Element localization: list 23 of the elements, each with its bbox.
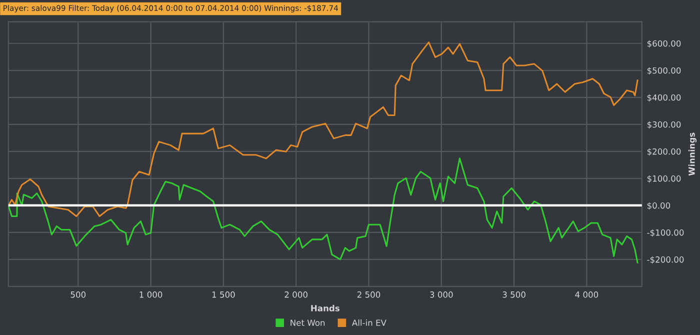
x-tick-label: 2 500 [357, 291, 380, 298]
x-tick-label: 500 [70, 291, 86, 298]
x-tick-label: 3 500 [502, 291, 526, 298]
line-series [8, 42, 638, 217]
y-tick-label: $200.00 [647, 148, 681, 156]
x-tick-label: 4 000 [575, 291, 598, 298]
x-tick-label: 3 000 [430, 291, 453, 298]
x-tick-label: 1 000 [140, 291, 162, 298]
y-tick-label: $0.00 [647, 202, 670, 210]
line-series [8, 158, 638, 264]
legend-label: Net Won [290, 320, 325, 326]
y-tick-label: $500.00 [647, 67, 681, 75]
y-tick-label: $100.00 [647, 175, 681, 183]
x-tick-label: 1 500 [212, 291, 235, 298]
legend-label: All-in EV [352, 319, 386, 326]
y-tick-label: -$100.00 [647, 229, 684, 237]
y-tick-label: $600.00 [647, 40, 681, 48]
x-axis-title: Hands [311, 304, 340, 312]
y-tick-label: $400.00 [647, 94, 681, 102]
y-axis-title: Winnings [688, 132, 697, 176]
y-tick-label: $300.00 [647, 121, 681, 129]
y-tick-label: -$200.00 [647, 256, 684, 264]
x-tick-label: 2 000 [284, 291, 308, 298]
